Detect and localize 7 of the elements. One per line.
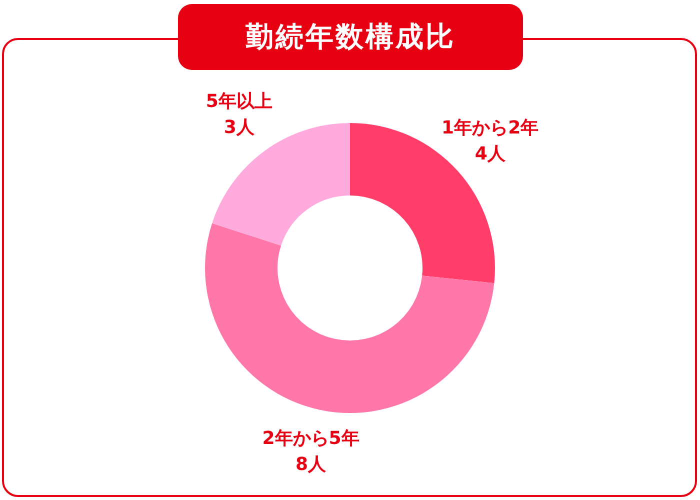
data-label: 8人 [296,454,328,476]
slice-label: 5年以上 [206,91,272,112]
slice-label: 1年から2年 [442,118,539,139]
data-label: 4人 [474,144,506,165]
data-label: 3人 [224,117,256,138]
slice-label: 2年から5年 [262,428,360,450]
chart-title: 勤続年数構成比 [178,4,523,70]
